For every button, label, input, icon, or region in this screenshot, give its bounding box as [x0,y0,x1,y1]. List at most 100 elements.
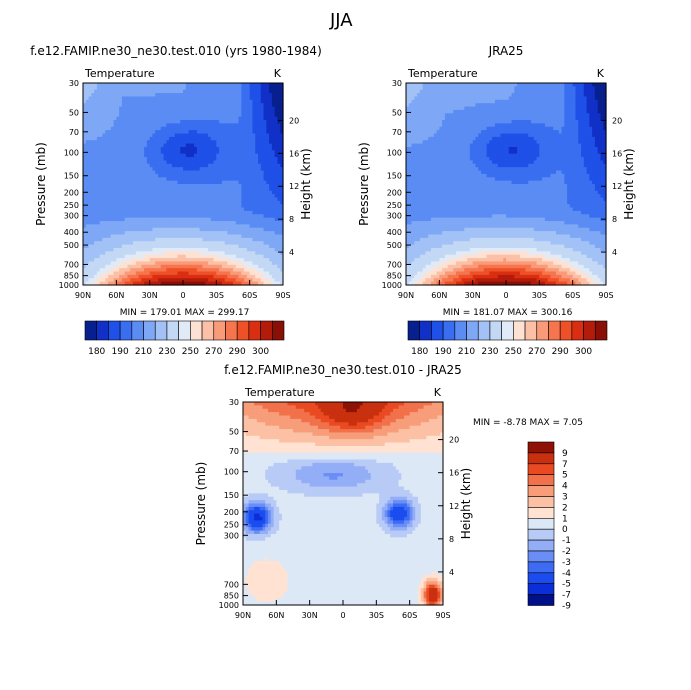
field-cell [539,93,543,98]
field-cell [130,106,134,111]
field-cell [219,93,223,98]
field-cell [269,221,273,225]
field-cell [158,153,162,158]
field-cell [547,86,552,91]
field-cell [271,251,276,256]
field-cell [166,173,170,178]
field-cell [99,244,104,249]
field-cell [277,163,281,168]
field-cell [180,116,184,121]
field-cell [194,217,198,222]
field-cell [263,210,267,215]
field-cell [224,130,229,135]
field-cell [124,190,129,195]
field-cell [411,89,415,94]
field-cell [439,99,443,104]
field-cell [83,207,87,212]
field-cell [483,89,488,94]
field-cell [514,109,518,114]
field-cell [238,173,242,178]
field-cell [163,258,167,263]
field-cell [456,106,460,111]
field-cell [130,224,134,229]
field-cell [246,184,251,188]
field-cell [105,130,109,135]
field-cell [589,93,593,98]
field-cell [169,241,173,246]
field-cell [266,113,270,118]
field-cell [116,214,120,219]
field-cell [155,93,159,98]
field-cell [246,187,251,192]
field-cell [185,163,190,168]
field-cell [246,130,251,135]
field-cell [160,160,165,165]
field-cell [271,210,276,215]
field-cell [138,247,142,252]
field-cell [177,116,181,121]
field-cell [166,204,170,209]
field-cell [202,234,206,239]
field-cell [155,241,159,246]
field-cell [194,143,198,148]
field-cell [213,163,217,168]
field-cell [238,281,242,286]
field-cell [406,99,410,104]
field-cell [486,86,490,91]
field-cell [581,86,585,91]
field-cell [260,194,265,199]
field-cell [185,274,190,279]
field-cell [224,160,229,165]
field-cell [263,116,267,121]
field-cell [561,86,565,91]
field-cell [280,143,284,148]
field-cell [258,234,262,239]
field-cell [127,116,131,121]
field-cell [269,241,273,246]
field-cell [149,224,154,229]
field-cell [431,93,435,98]
field-cell [177,204,181,209]
field-cell [600,106,604,111]
field-cell [113,150,117,155]
field-cell [238,123,242,128]
field-cell [519,86,524,91]
field-cell [241,133,245,138]
field-cell [188,274,192,279]
field-cell [263,204,267,209]
field-cell [188,190,192,195]
field-cell [183,241,187,246]
field-cell [110,274,115,279]
field-cell [280,197,284,202]
field-cell [94,268,98,273]
field-cell [542,96,546,101]
field-cell [83,86,87,91]
field-cell [174,207,179,212]
field-cell [531,96,535,101]
field-cell [102,187,106,192]
field-cell [188,160,192,165]
field-cell [108,274,112,279]
field-cell [113,177,117,182]
field-cell [174,210,179,215]
field-cell [224,86,229,91]
field-cell [260,157,265,162]
field-cell [130,197,134,202]
field-cell [255,274,259,279]
field-cell [99,241,104,246]
field-cell [124,281,129,286]
field-cell [119,173,123,178]
field-cell [194,227,198,232]
field-cell [127,136,131,141]
field-cell [116,170,120,175]
field-cell [171,153,176,158]
field-cell [224,123,229,128]
field-cell [102,197,106,202]
field-cell [210,271,215,276]
field-cell [406,89,410,94]
field-cell [166,194,170,199]
field-cell [202,258,206,263]
field-cell [260,258,265,263]
field-cell [163,96,167,101]
field-cell [110,163,115,168]
